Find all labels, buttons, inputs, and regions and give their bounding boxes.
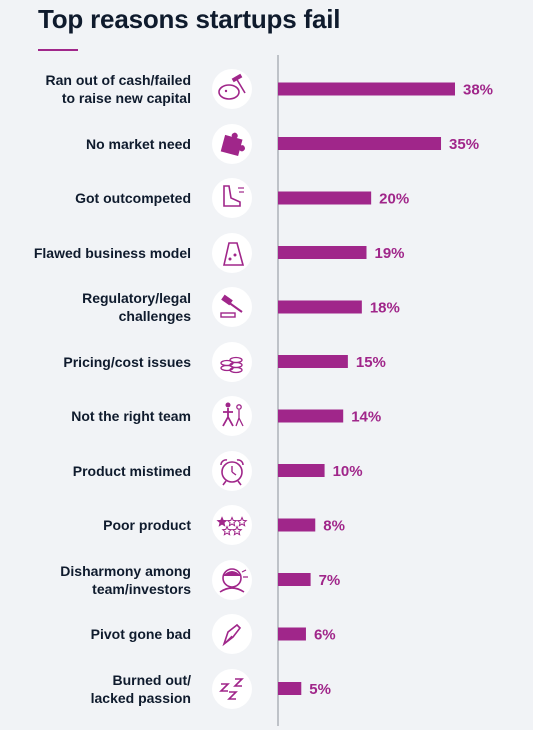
alarm-clock-icon [212,450,252,491]
value-label-10: 7% [319,572,341,589]
bar-9 [278,518,316,532]
bar-7 [278,409,344,423]
gavel-icon [212,287,252,327]
sleep-zzz-icon [212,668,252,709]
value-label-11: 6% [314,627,336,644]
category-label-line: Ran out of cash/failed [45,72,191,88]
bar-6 [278,355,348,368]
category-label-2: No market need [0,135,191,153]
pen-nib-icon [212,614,252,654]
category-label-line: Flawed business model [33,244,191,261]
value-label-8: 10% [333,463,363,480]
bar-5 [278,300,362,314]
category-label-6: Pricing/cost issues [0,353,191,371]
value-label-2: 35% [449,136,479,153]
category-label-4: Flawed business model [0,244,191,262]
title-underline [38,49,78,51]
value-label-3: 20% [379,191,409,208]
category-label-line: lacked passion [90,689,191,706]
category-label-line: Pivot gone bad [90,626,191,642]
category-label-10: Disharmony among team/investors [0,562,191,598]
category-label-11: Pivot gone bad [0,625,191,643]
category-label-9: Poor product [0,516,191,534]
bar-8 [278,464,325,477]
category-label-line: Poor product [103,517,191,533]
category-label-line: team/investors [92,580,191,597]
puzzle-piece-icon [212,123,252,164]
category-label-line: to raise new capital [61,90,191,106]
bar-11 [278,627,306,641]
running-shoe-icon [212,178,252,218]
bar-12 [278,682,302,695]
category-label-line: challenges [118,308,191,324]
piggy-bank-hammer-icon [212,69,252,109]
value-label-7: 14% [351,409,381,426]
bar-4 [278,246,367,259]
category-label-line: Regulatory/legal [82,290,191,306]
bar-10 [278,573,311,586]
chart-title: Top reasons startups fail [38,4,341,34]
category-label-line: Product mistimed [72,462,191,479]
value-label-9: 8% [323,518,345,535]
category-label-line: Burned out/ [112,671,191,688]
category-label-5: Regulatory/legal challenges [0,289,191,325]
cheese-wedge-icon [212,232,252,273]
category-label-1: Ran out of cash/failed to raise new capit… [0,71,191,107]
value-label-4: 19% [375,245,405,262]
stressed-person-icon [212,559,252,600]
bar-3 [278,191,372,205]
category-label-line: Disharmony among [60,562,191,579]
bar-1 [278,82,455,96]
value-label-1: 38% [463,82,493,99]
category-label-line: Got outcompeted [75,190,191,206]
team-walk-icon [212,396,252,436]
coin-stack-icon [212,341,252,382]
value-label-5: 18% [370,300,400,317]
value-label-6: 15% [356,354,386,371]
category-label-3: Got outcompeted [0,189,191,207]
category-label-line: Not the right team [71,408,191,424]
star-rating-icon [212,505,252,545]
category-label-12: Burned out/lacked passion [0,671,191,707]
category-label-line: No market need [85,135,191,152]
category-label-8: Product mistimed [0,462,191,480]
value-label-12: 5% [309,681,331,698]
category-label-line: Pricing/cost issues [63,353,191,370]
bar-2 [278,137,442,150]
category-label-7: Not the right team [0,407,191,425]
